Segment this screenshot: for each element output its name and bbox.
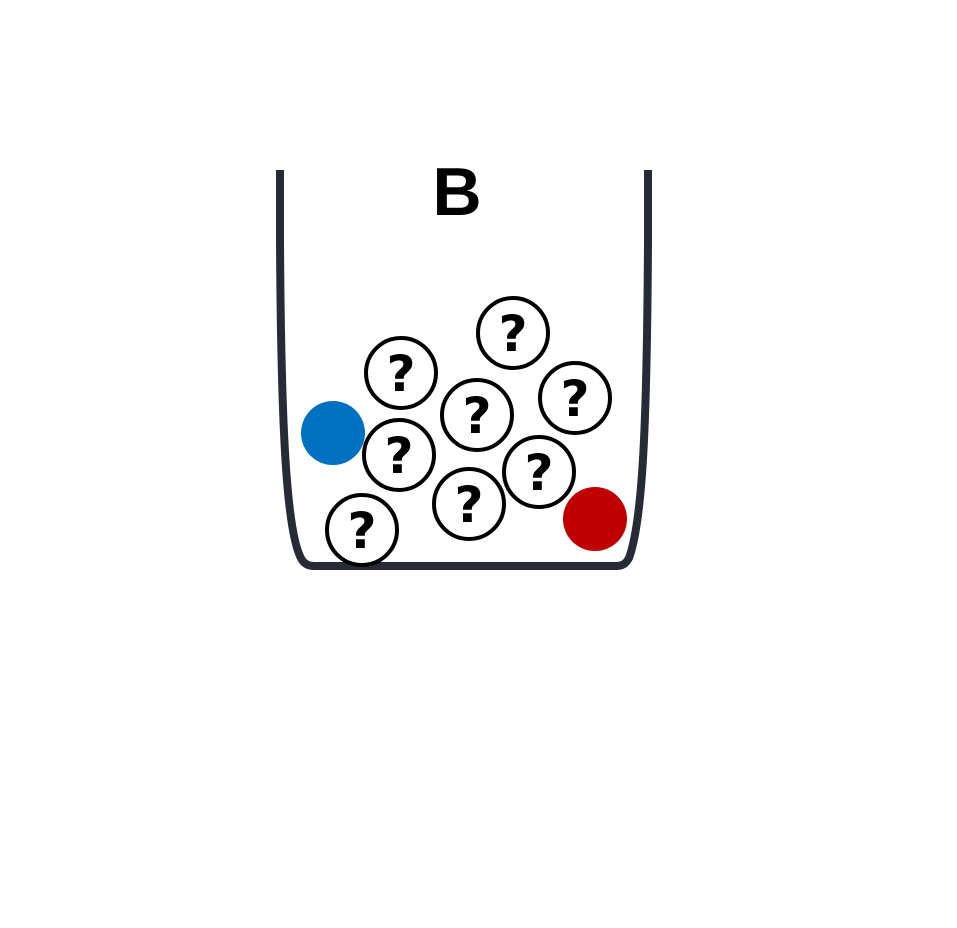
unknown-ball: ? [476, 296, 550, 370]
red-ball [563, 487, 627, 551]
unknown-ball: ? [325, 493, 399, 567]
cup-outline [276, 170, 652, 570]
unknown-balls: ? ? ? ? ? ? ? [325, 296, 612, 567]
svg-text:?: ? [498, 305, 527, 363]
cup-label: B [432, 154, 481, 230]
unknown-ball: ? [440, 378, 514, 452]
svg-text:?: ? [386, 345, 415, 403]
svg-text:?: ? [454, 476, 483, 534]
unknown-ball: ? [364, 336, 438, 410]
svg-text:?: ? [462, 387, 491, 445]
svg-text:?: ? [384, 427, 413, 485]
svg-text:?: ? [524, 444, 553, 502]
blue-ball [301, 401, 365, 465]
unknown-ball: ? [538, 361, 612, 435]
unknown-ball: ? [432, 467, 506, 541]
unknown-ball: ? [362, 418, 436, 492]
svg-text:?: ? [560, 370, 589, 428]
svg-text:?: ? [347, 502, 376, 560]
unknown-ball: ? [502, 435, 576, 509]
